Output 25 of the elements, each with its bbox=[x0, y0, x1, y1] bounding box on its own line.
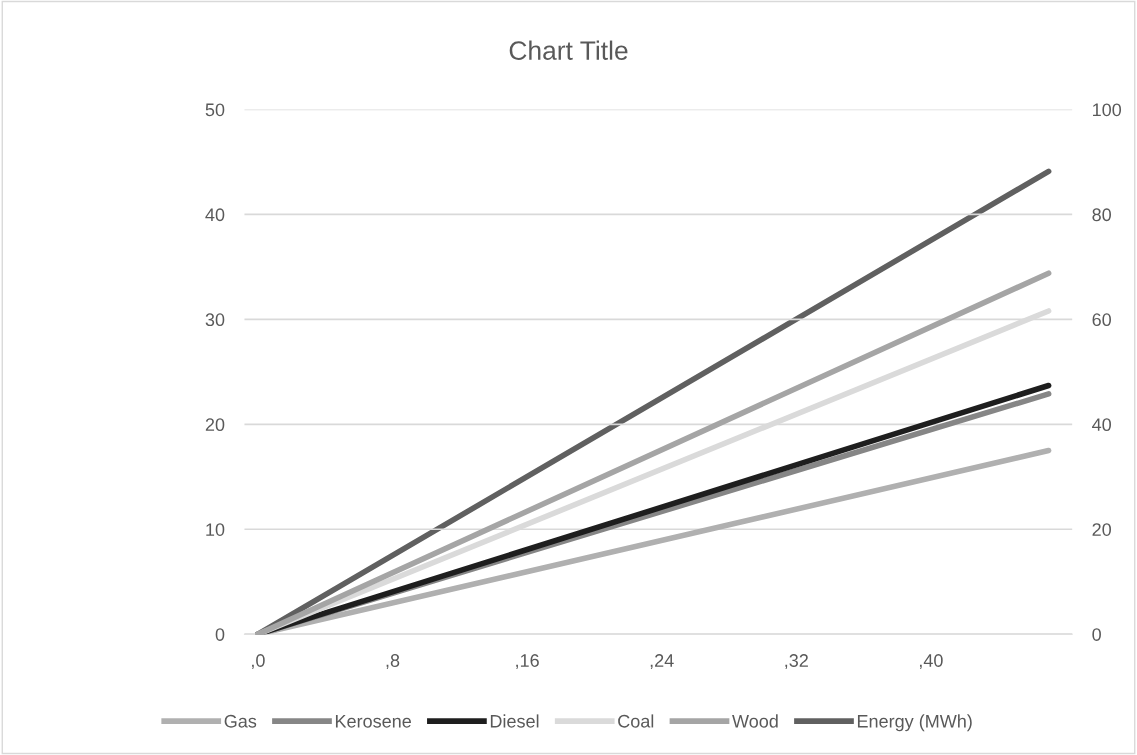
legend-label: Kerosene bbox=[335, 715, 411, 728]
legend-label: Diesel bbox=[490, 714, 539, 728]
y2-tick-label: 20 bbox=[1092, 523, 1112, 536]
y2-tick-label: 100 bbox=[1093, 103, 1122, 117]
legend-label: Gas bbox=[224, 714, 257, 728]
x-tick-label: ,40 bbox=[919, 654, 943, 670]
y-tick-label: 0 bbox=[215, 628, 225, 641]
y-tick-label: 50 bbox=[205, 103, 225, 117]
y2-tick-label: 0 bbox=[1092, 628, 1101, 641]
y-tick-label: 20 bbox=[205, 418, 225, 432]
x-tick-label: ,0 bbox=[252, 654, 265, 670]
legend-label: Energy (MWh) bbox=[857, 714, 972, 732]
y-tick-label: 30 bbox=[205, 313, 225, 327]
chart-title: Chart Title bbox=[509, 40, 628, 60]
x-tick-label: ,24 bbox=[650, 654, 674, 670]
legend-label: Wood bbox=[732, 714, 778, 728]
y-tick-label: 40 bbox=[205, 208, 225, 222]
y2-tick-label: 60 bbox=[1092, 313, 1112, 327]
x-tick-label: ,32 bbox=[785, 654, 808, 670]
x-tick-label: ,16 bbox=[516, 654, 539, 670]
y2-tick-label: 40 bbox=[1092, 418, 1112, 432]
y-tick-label: 10 bbox=[206, 523, 225, 536]
x-tick-label: ,8 bbox=[386, 654, 400, 670]
y2-tick-label: 80 bbox=[1092, 208, 1112, 222]
legend-label: Coal bbox=[618, 714, 654, 728]
